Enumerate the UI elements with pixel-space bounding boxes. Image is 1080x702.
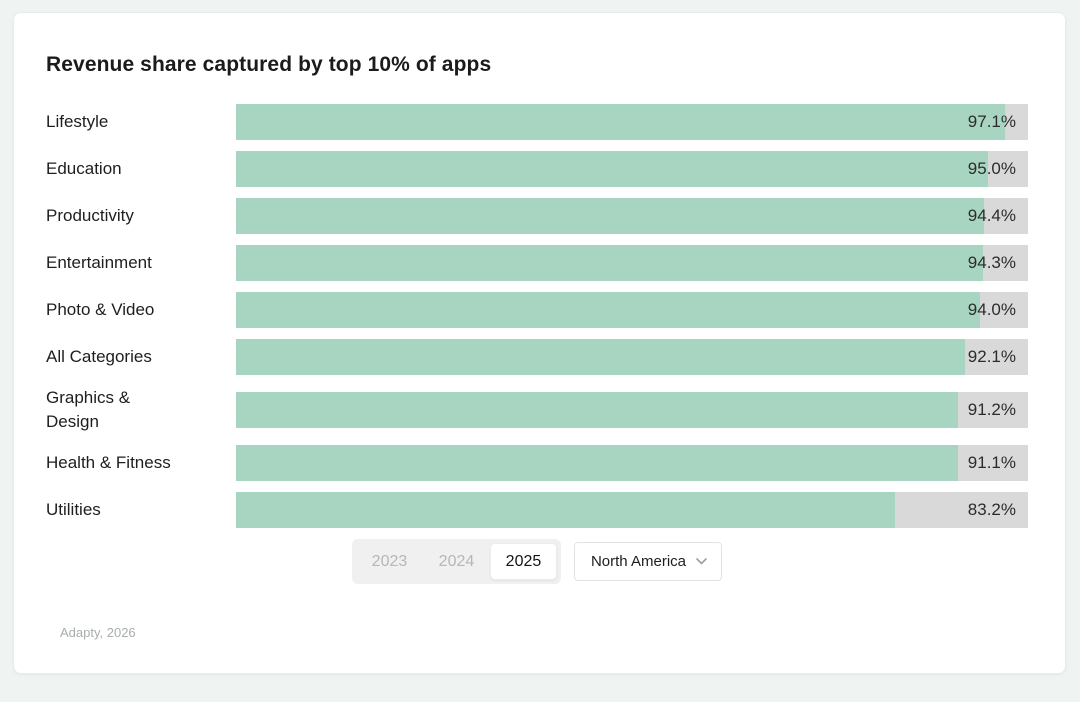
bar-row: All Categories 92.1%	[46, 339, 1028, 375]
year-tab-2025[interactable]: 2025	[489, 543, 557, 580]
bar-row: Graphics & Design 91.2%	[46, 386, 1028, 434]
bar-value-label: 95.0%	[967, 159, 1016, 178]
category-label: Lifestyle	[46, 112, 109, 131]
bar-track: 97.1%	[236, 104, 1028, 140]
bar-fill	[236, 198, 984, 234]
bar-value-label: 94.0%	[967, 300, 1016, 319]
year-tab-2024[interactable]: 2024	[423, 543, 490, 580]
bar-track: 94.4%	[236, 198, 1028, 234]
chart-title: Revenue share captured by top 10% of app…	[46, 53, 492, 76]
bar-chart: Lifestyle 97.1% Education 95.0% Producti…	[46, 104, 1028, 528]
bar-track: 94.0%	[236, 292, 1028, 328]
bar-value-label: 92.1%	[967, 347, 1016, 366]
bar-track: 92.1%	[236, 339, 1028, 375]
category-label: Education	[46, 159, 122, 178]
bar-fill	[236, 339, 966, 375]
bar-value-label: 91.2%	[967, 400, 1016, 419]
bar-track: 83.2%	[236, 492, 1028, 528]
category-label: Photo & Video	[46, 300, 155, 319]
bar-track: 91.2%	[236, 392, 1028, 428]
region-dropdown[interactable]: North America	[573, 542, 723, 581]
bar-track: 95.0%	[236, 151, 1028, 187]
bar-row: Lifestyle 97.1%	[46, 104, 1028, 140]
category-label: Graphics & Design	[46, 388, 131, 431]
bar-row: Entertainment 94.3%	[46, 245, 1028, 281]
bar-value-label: 94.4%	[967, 206, 1016, 225]
bar-value-label: 94.3%	[967, 253, 1016, 272]
category-label: Utilities	[46, 500, 101, 519]
bar-track: 94.3%	[236, 245, 1028, 281]
bar-row: Productivity 94.4%	[46, 198, 1028, 234]
year-tabs: 2023 2024 2025	[351, 539, 561, 584]
bar-value-label: 97.1%	[967, 112, 1016, 131]
bar-row: Photo & Video 94.0%	[46, 292, 1028, 328]
year-tab-2023[interactable]: 2023	[356, 543, 423, 580]
source-attribution: Adapty, 2026	[60, 625, 136, 640]
bar-fill	[236, 104, 1006, 140]
bar-fill	[236, 445, 958, 481]
bar-fill	[236, 151, 989, 187]
bar-row: Utilities 83.2%	[46, 492, 1028, 528]
bar-fill	[236, 392, 959, 428]
bar-value-label: 91.1%	[967, 453, 1016, 472]
category-label: Health & Fitness	[46, 453, 171, 472]
bar-row: Health & Fitness 91.1%	[46, 445, 1028, 481]
bar-value-label: 83.2%	[967, 500, 1016, 519]
chart-card: Revenue share captured by top 10% of app…	[13, 12, 1066, 674]
controls-row: 2023 2024 2025 North America	[46, 539, 1028, 584]
category-label: Entertainment	[46, 253, 152, 272]
chevron-down-icon	[696, 558, 707, 565]
bar-row: Education 95.0%	[46, 151, 1028, 187]
category-label: All Categories	[46, 347, 152, 366]
bar-fill	[236, 492, 895, 528]
bar-fill	[236, 292, 981, 328]
bar-fill	[236, 245, 983, 281]
category-label: Productivity	[46, 206, 134, 225]
bar-track: 91.1%	[236, 445, 1028, 481]
region-dropdown-value: North America	[590, 553, 687, 570]
